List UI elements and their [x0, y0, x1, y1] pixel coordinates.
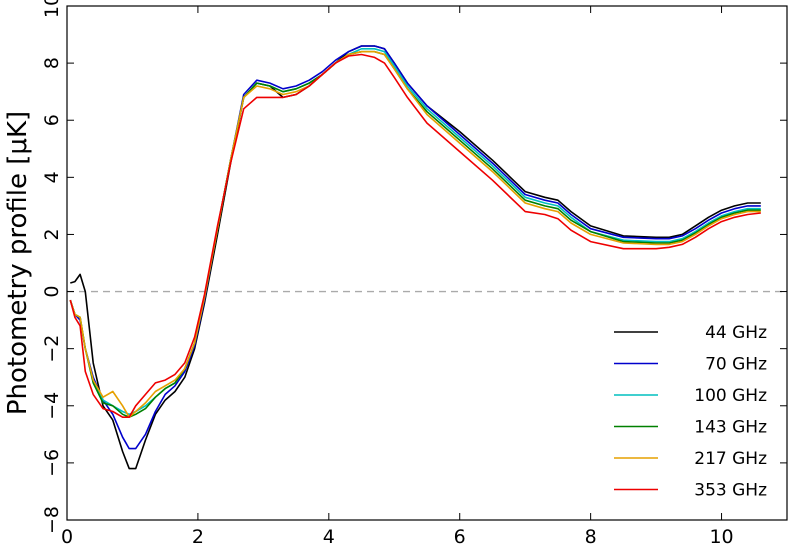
y-tick-label: 2 [41, 228, 63, 240]
legend-label: 70 GHz [705, 355, 767, 375]
y-tick-label: −4 [41, 392, 63, 420]
legend-label: 100 GHz [694, 386, 767, 406]
y-tick-label: −2 [41, 335, 63, 363]
y-tick-label: 10 [41, 0, 63, 18]
plot-area [67, 6, 787, 520]
legend-label: 353 GHz [694, 481, 767, 501]
y-tick-label: 0 [41, 286, 63, 298]
y-tick-label: 6 [41, 114, 63, 126]
axis-ticks: 0 2 4 6 8 10 −8 −6 −4 −2 0 2 4 6 8 10 [41, 0, 787, 548]
series-line-70-ghz [69, 45, 761, 450]
x-tick-label: 2 [192, 526, 204, 548]
legend-label: 217 GHz [694, 449, 767, 469]
x-tick-label: 6 [454, 526, 466, 548]
y-axis-label: Photometry profile [μK] [3, 111, 33, 415]
legend: 44 GHz 70 GHz 100 GHz 143 GHz 217 GHz 353 GHz [614, 323, 767, 501]
plot-frame [66, 5, 788, 521]
x-tick-label: 0 [61, 526, 73, 548]
x-tick-label: 8 [585, 526, 597, 548]
series-line-353-ghz [69, 53, 761, 419]
y-tick-label: 4 [41, 171, 63, 183]
legend-label: 44 GHz [705, 323, 767, 343]
x-tick-label: 10 [709, 526, 733, 548]
y-tick-label: 8 [41, 57, 63, 69]
y-tick-label: −8 [41, 506, 63, 534]
series-lines [69, 45, 761, 470]
x-tick-label: 4 [323, 526, 335, 548]
legend-label: 143 GHz [694, 418, 767, 438]
y-tick-label: −6 [41, 449, 63, 477]
